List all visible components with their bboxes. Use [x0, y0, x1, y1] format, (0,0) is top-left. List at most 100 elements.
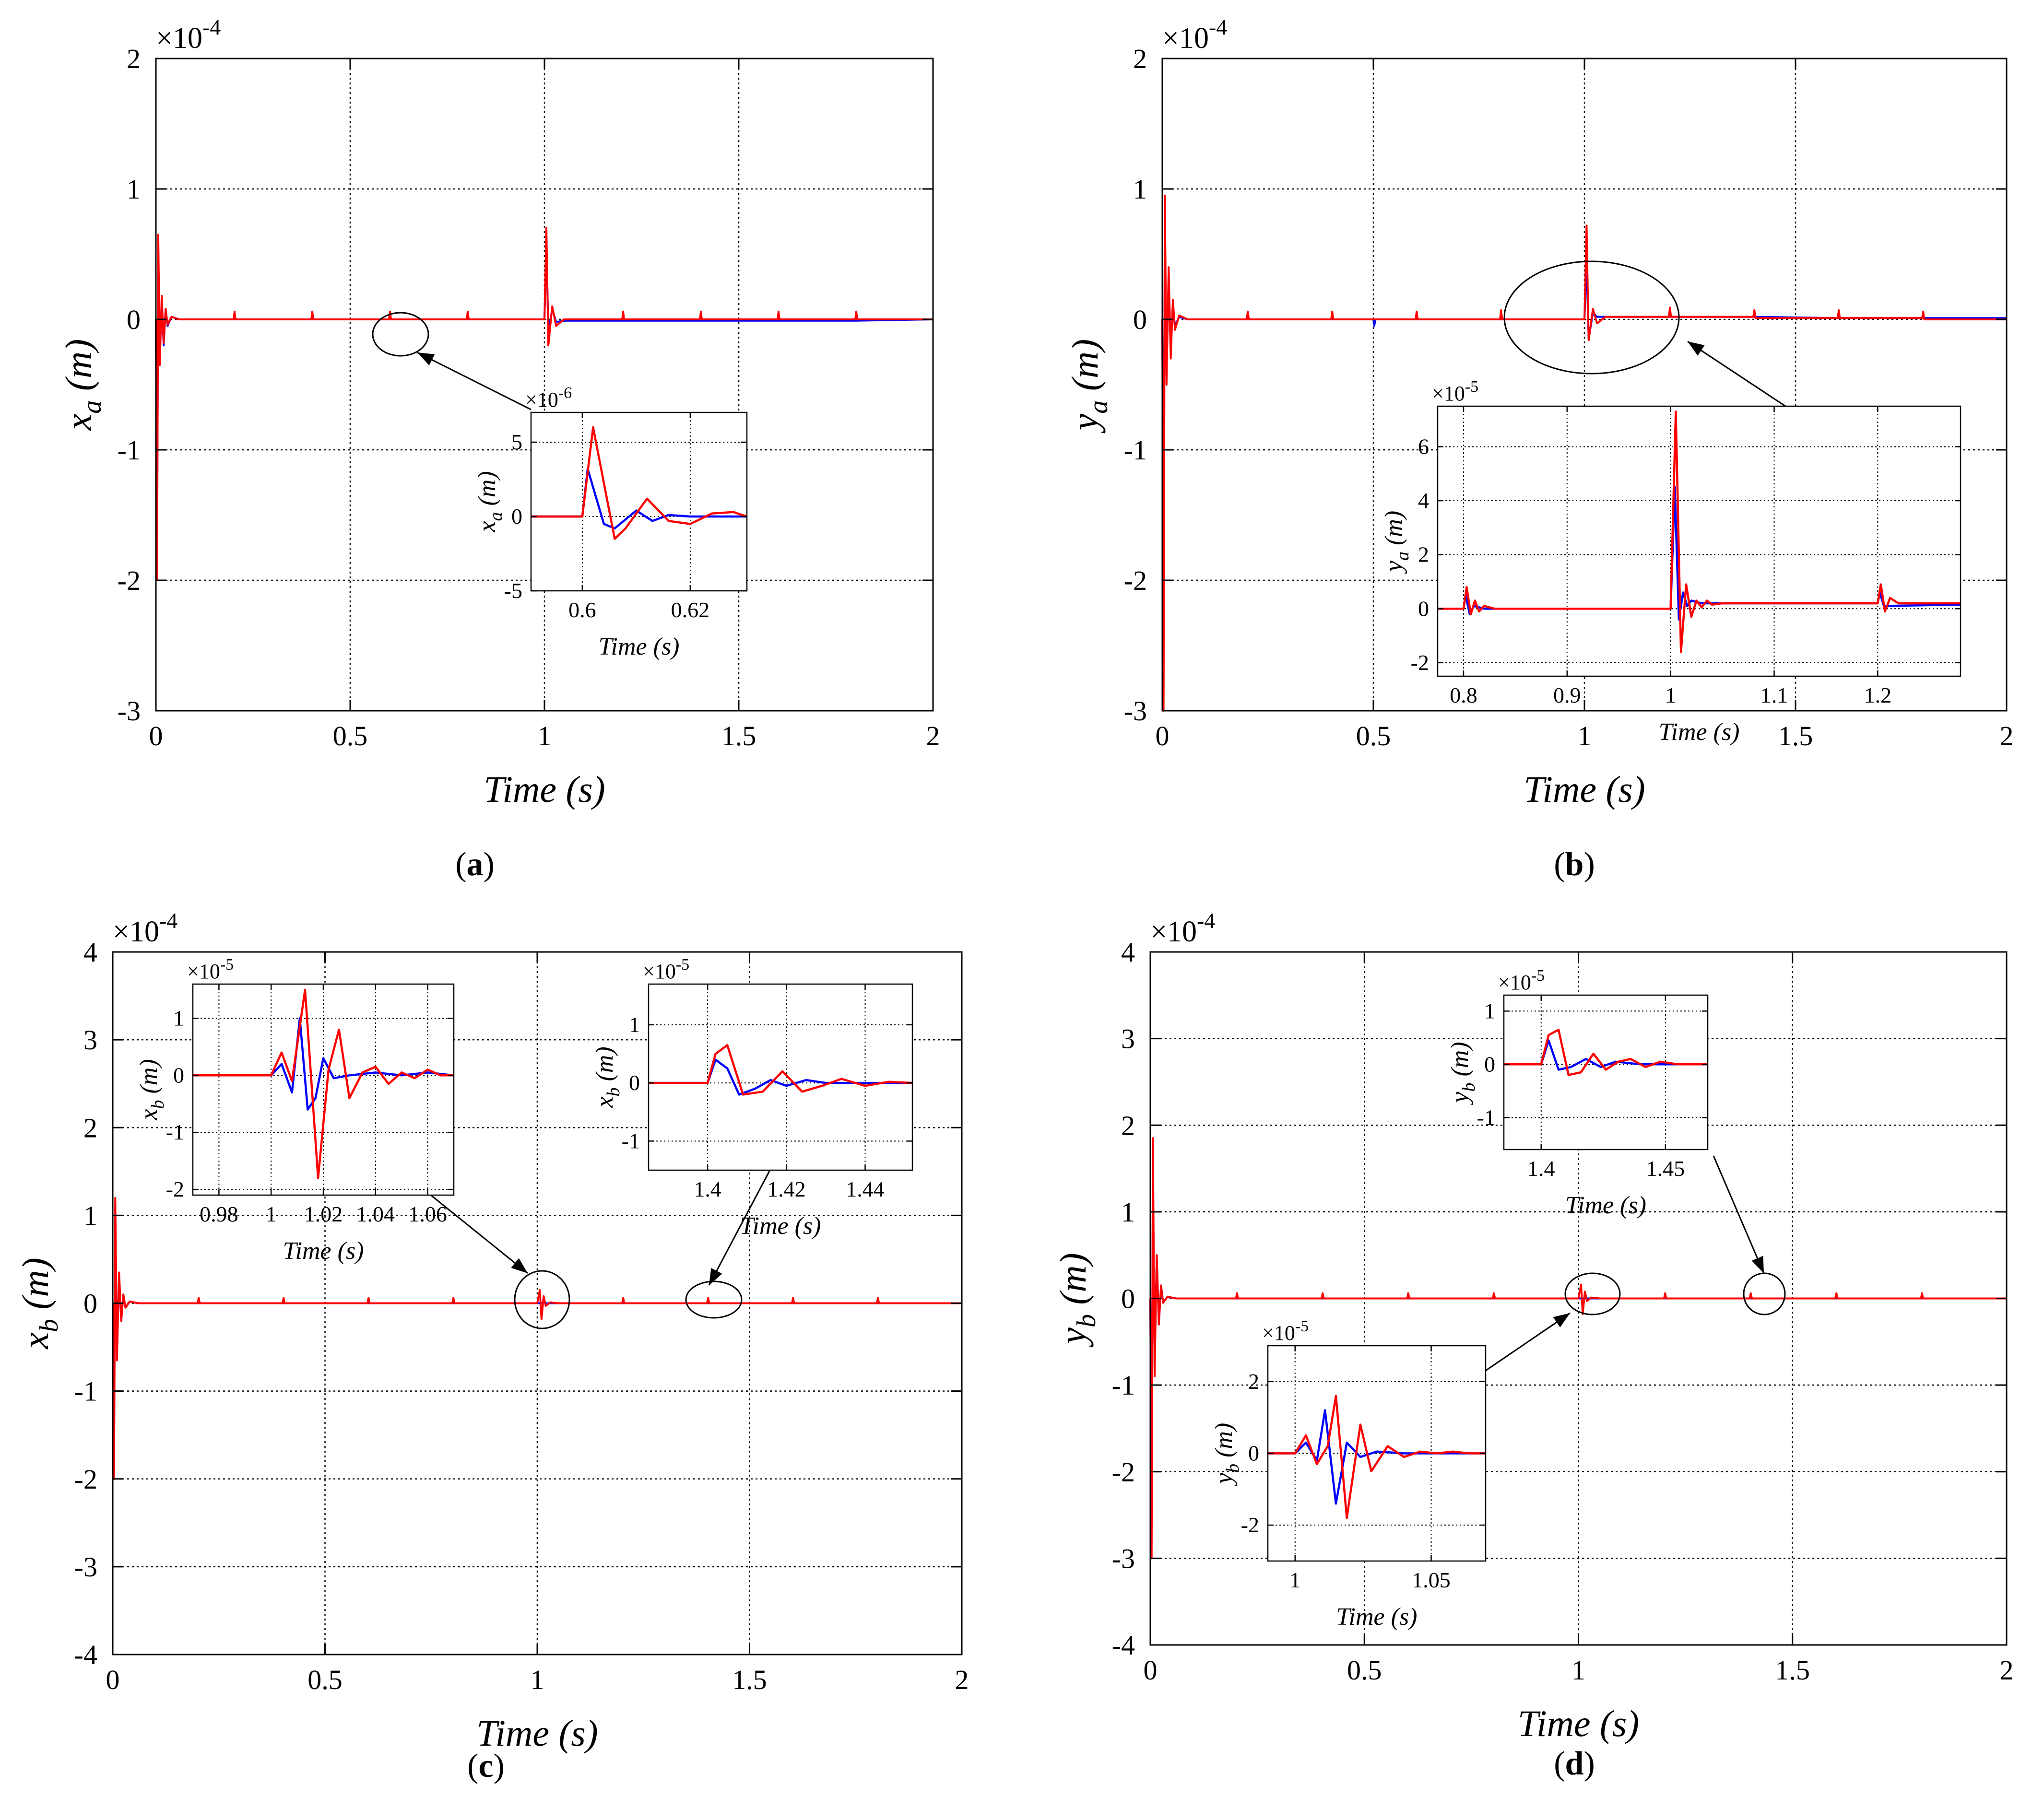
panel-d-xtick-label: 1.5	[1775, 1655, 1810, 1686]
panel-c-arrowhead	[709, 1268, 722, 1285]
panel-c-inset-1-ylabel: xb (m)	[135, 1059, 168, 1120]
panel-b-ytick-label: -1	[1124, 434, 1147, 466]
panel-d-ytick-label: 3	[1121, 1023, 1135, 1055]
panel-c-inset-2-series	[649, 1044, 913, 1096]
panel-b-caption-open: (	[1554, 846, 1565, 883]
panel-c-inset-1-series	[193, 988, 454, 1179]
panel-c-caption: (c)	[467, 1748, 505, 1785]
panel-c-inset-2-exponent: ×10-5	[643, 956, 689, 983]
panel-d-caption-letter: d	[1565, 1745, 1584, 1782]
panel-a-inset-1-ylabel-unit: (m)	[473, 471, 501, 512]
panel-b-xtick-label: 2	[2000, 720, 2014, 751]
panel-c-ytick-label: 2	[83, 1112, 97, 1143]
panel-a-ytick-label: 1	[127, 174, 141, 205]
panel-d-inset-2-ytick-label: 2	[1248, 1369, 1259, 1394]
panel-b-inset-1-ytick-label: 0	[1418, 596, 1429, 621]
panel-a-xtick-label: 2	[926, 720, 940, 751]
panel-a-ytick-label: 2	[127, 43, 141, 74]
panel-d-ytick-label: -4	[1112, 1630, 1135, 1661]
panel-c-inset-2: 1.4 1.42 1.44 -1 0 1 ×10-5 Time (s) xb (m)	[591, 956, 913, 1240]
panel-a-zoom-ellipse	[372, 312, 429, 357]
panel-c-ylabel: xb (m)	[14, 1257, 64, 1349]
panel-b-zoom-ellipse	[1503, 260, 1680, 375]
panel-c-inset-1-ylabel-var: x	[135, 1109, 163, 1121]
panel-c-arrowhead	[511, 1258, 528, 1273]
panel-c-inset-2-ylabel: xb (m)	[591, 1046, 624, 1108]
panel-a-ytick-label: -3	[118, 695, 141, 727]
panel-b-pointer-arrow	[1687, 340, 1786, 407]
panel-c-inset-2-ylabel-unit: (m)	[591, 1046, 618, 1087]
panel-d-inset-2-series-blue	[1268, 1409, 1486, 1505]
panel-c-inset-1-ytick-label: -2	[166, 1177, 184, 1201]
panel-a-ytick-label: 0	[127, 304, 141, 335]
panel-b-inset-1-plot-area	[1438, 406, 1961, 676]
panel-b-inset-1-series-red	[1438, 411, 1961, 653]
panel-c-ytick-label: -4	[74, 1639, 97, 1670]
panel-a-inset-1-xtick-label: 0.62	[671, 598, 710, 622]
panel-d-inset-2-ylabel: yb (m)	[1210, 1423, 1243, 1486]
panel-a-inset-1-xtick-label: 0.6	[568, 598, 596, 622]
panel-b-inset-1-ylabel: ya (m)	[1380, 511, 1413, 574]
panel-d-inset-1-exponent-power: -5	[1531, 967, 1545, 985]
panel-d-inset-2-xtick-label: 1.05	[1412, 1568, 1451, 1592]
panel-a-inset-1-plot-area	[531, 412, 747, 591]
panel-c-xtick-label: 2	[955, 1664, 969, 1695]
panel-d-ylabel-unit: (m)	[1052, 1253, 1094, 1314]
panel-d-inset-1-ytick-label: -1	[1477, 1105, 1495, 1129]
panel-a-inset-1-series-red	[531, 426, 747, 540]
panel-d-xtick-label: 1	[1571, 1655, 1585, 1686]
panel-b-xtick-label: 1	[1578, 720, 1592, 751]
panel-b-inset-1-ytick-label: 4	[1418, 488, 1429, 513]
panel-c-series-red	[112, 1197, 962, 1480]
panel-c-xtick-label: 0	[106, 1664, 120, 1695]
panel-b-xlabel: Time (s)	[1524, 768, 1645, 810]
panel-c-ytick-label: 4	[83, 937, 97, 968]
panel-b-inset-1-xtick-label: 0.9	[1553, 683, 1581, 707]
panel-c-caption-open: (	[467, 1748, 478, 1785]
panel-d-ytick-label: 1	[1121, 1197, 1135, 1228]
panel-b-inset-1-ytick-label: 6	[1418, 434, 1429, 458]
panel-d-ytick-label: 2	[1121, 1110, 1135, 1141]
panel-b-ytick-label: -3	[1124, 695, 1147, 727]
panel-a-inset-1-frame	[530, 411, 748, 592]
panel-c-inset-2-series-red	[649, 1044, 913, 1096]
panel-a-caption-close: )	[484, 846, 495, 883]
panel-a-xtick-label: 1	[538, 720, 552, 751]
panel-a-xtick-label: 0	[149, 720, 163, 751]
panel-c-ylabel-sub: b	[34, 1319, 64, 1332]
panel-b-inset-1-ylabel-var: y	[1380, 560, 1407, 574]
panel-d-pointer-arrow	[1713, 1155, 1765, 1274]
panel-c-inset-2-ylabel-var: x	[591, 1097, 618, 1108]
panel-b-inset-1-ytick-label: -2	[1411, 650, 1429, 675]
panel-c-zoom-ellipse	[685, 1280, 743, 1319]
panel-b-inset-1-xtick-label: 1.1	[1760, 683, 1788, 707]
panel-d-series-red	[1149, 1137, 2007, 1560]
panel-a-caption: (a)	[455, 846, 495, 883]
panel-d-inset-1-ytick-label: 0	[1484, 1052, 1495, 1076]
panel-d-inset-1-exponent: ×10-5	[1498, 967, 1545, 994]
panel-d-inset-1-ylabel-sub: b	[1459, 1083, 1479, 1092]
panel-c-inset-2-ytick-label: -1	[622, 1128, 640, 1153]
panel-a-inset-1-ytick-label: -5	[504, 578, 522, 603]
panel-d-inset-2-ylabel-unit: (m)	[1210, 1423, 1238, 1464]
panel-d-caption-close: )	[1583, 1745, 1595, 1782]
panel-b-inset-1-xtick-label: 0.8	[1450, 683, 1477, 707]
panel-c-ylabel-unit: (m)	[14, 1257, 56, 1319]
panel-d-inset-1-ylabel-var: y	[1446, 1092, 1474, 1105]
panel-c-caption-letter: c	[478, 1748, 493, 1785]
panel-d-ylabel-var: y	[1052, 1327, 1094, 1348]
panel-a-inset-1-exponent-power: -6	[558, 384, 572, 402]
panel-c-exponent-power: -4	[159, 908, 177, 933]
panel-c-inset-1-exponent-power: -5	[220, 956, 234, 974]
panel-c-series	[112, 1197, 962, 1480]
panel-b-inset-1-exponent-power: -5	[1465, 378, 1478, 396]
panel-d-pointer-arrow	[1485, 1312, 1571, 1372]
panel-d-xtick-label: 2	[2000, 1655, 2014, 1686]
panel-b-caption: (b)	[1554, 846, 1595, 883]
panel-d-series	[1149, 1137, 2007, 1560]
panel-b-inset-1-xlabel: Time (s)	[1659, 718, 1740, 746]
